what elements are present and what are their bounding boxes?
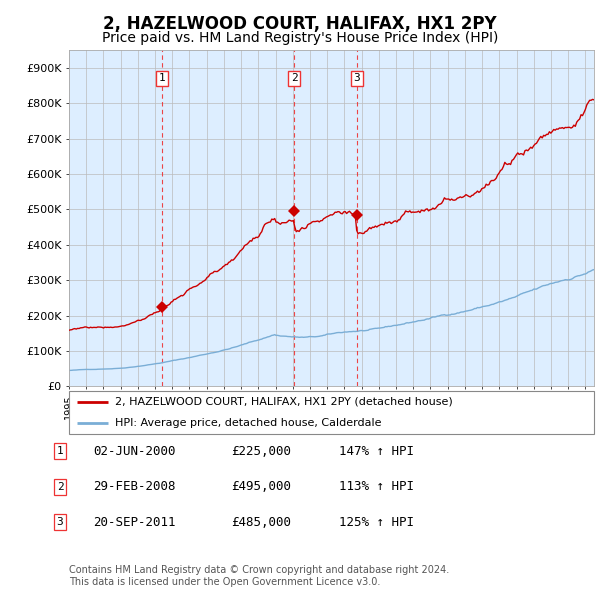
Text: 125% ↑ HPI: 125% ↑ HPI	[339, 516, 414, 529]
Text: 3: 3	[353, 74, 360, 83]
Text: 147% ↑ HPI: 147% ↑ HPI	[339, 445, 414, 458]
Text: 02-JUN-2000: 02-JUN-2000	[93, 445, 176, 458]
Text: Price paid vs. HM Land Registry's House Price Index (HPI): Price paid vs. HM Land Registry's House …	[102, 31, 498, 45]
Text: 2: 2	[56, 482, 64, 491]
Text: 2, HAZELWOOD COURT, HALIFAX, HX1 2PY (detached house): 2, HAZELWOOD COURT, HALIFAX, HX1 2PY (de…	[115, 397, 453, 407]
Text: £225,000: £225,000	[231, 445, 291, 458]
Text: 2, HAZELWOOD COURT, HALIFAX, HX1 2PY: 2, HAZELWOOD COURT, HALIFAX, HX1 2PY	[103, 15, 497, 33]
Text: 1: 1	[56, 447, 64, 456]
Text: HPI: Average price, detached house, Calderdale: HPI: Average price, detached house, Cald…	[115, 418, 382, 428]
Text: 1: 1	[159, 74, 166, 83]
Text: 20-SEP-2011: 20-SEP-2011	[93, 516, 176, 529]
Text: 2: 2	[291, 74, 298, 83]
Text: £495,000: £495,000	[231, 480, 291, 493]
Text: 3: 3	[56, 517, 64, 527]
Text: Contains HM Land Registry data © Crown copyright and database right 2024.
This d: Contains HM Land Registry data © Crown c…	[69, 565, 449, 587]
Text: 29-FEB-2008: 29-FEB-2008	[93, 480, 176, 493]
Text: £485,000: £485,000	[231, 516, 291, 529]
Text: 113% ↑ HPI: 113% ↑ HPI	[339, 480, 414, 493]
